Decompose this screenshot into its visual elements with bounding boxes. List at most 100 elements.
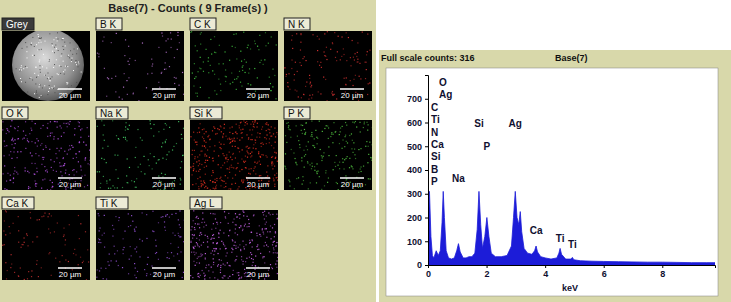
map-dot — [253, 259, 254, 260]
map-dot — [41, 188, 42, 189]
map-dot — [18, 242, 19, 243]
map-dot — [326, 47, 327, 48]
map-dot — [266, 244, 267, 245]
map-dot — [346, 60, 347, 61]
map-dot — [243, 212, 244, 213]
map-dot — [41, 143, 42, 144]
map-dot — [273, 249, 274, 250]
map-dot — [224, 275, 225, 276]
grey-speckle — [21, 81, 22, 82]
map-dot — [172, 232, 173, 233]
map-dot — [264, 218, 265, 219]
map-dot — [221, 260, 222, 261]
map-dot — [67, 123, 68, 124]
map-dot — [50, 232, 51, 233]
map-dot — [196, 238, 197, 239]
map-dot — [246, 189, 247, 190]
map-dot — [228, 190, 229, 191]
map-dot — [216, 248, 217, 249]
map-dot — [205, 257, 206, 258]
map-dot — [74, 249, 75, 250]
grey-speckle — [42, 66, 43, 67]
map-dot — [268, 124, 269, 125]
map-dot — [246, 167, 247, 168]
map-dot — [202, 129, 203, 130]
map-dot — [141, 171, 142, 172]
map-dot — [270, 225, 271, 226]
map-dot — [301, 65, 302, 66]
map-dot — [42, 179, 43, 180]
map-dot — [26, 233, 27, 234]
grey-speckle — [68, 55, 69, 56]
map-dot — [328, 155, 329, 156]
grey-speckle — [23, 68, 24, 69]
map-dot — [252, 246, 253, 247]
map-label: Grey — [6, 19, 28, 30]
map-dot — [223, 181, 224, 182]
map-dot — [84, 175, 85, 176]
map-dot — [44, 212, 45, 213]
map-dot — [235, 245, 236, 246]
map-dot — [18, 275, 19, 276]
map-dot — [130, 225, 131, 226]
map-label-box — [190, 107, 222, 119]
scale-bar-label: 20 µm — [341, 180, 364, 189]
map-dot — [304, 167, 305, 168]
map-dot — [242, 70, 243, 71]
map-dot — [205, 267, 206, 268]
map-dot — [31, 141, 32, 142]
map-dot — [17, 173, 18, 174]
map-dot — [13, 223, 14, 224]
map-dot — [234, 141, 235, 142]
grey-speckle — [32, 55, 33, 56]
map-dot — [183, 128, 184, 129]
grey-speckle — [78, 63, 79, 64]
map-dot — [307, 162, 308, 163]
map-dot — [273, 242, 274, 243]
grey-speckle — [75, 60, 76, 61]
map-dot — [129, 167, 130, 168]
map-dot — [22, 138, 23, 139]
map-dot — [165, 68, 166, 69]
map-dot — [128, 46, 129, 47]
map-dot — [190, 136, 191, 137]
map-label: P K — [288, 108, 304, 119]
map-dot — [248, 219, 249, 220]
map-dot — [241, 133, 242, 134]
map-dot — [158, 175, 159, 176]
map-dot — [296, 33, 297, 34]
map-dot — [232, 140, 233, 141]
map-dot — [73, 158, 74, 159]
map-dot — [225, 136, 226, 137]
map-dot — [192, 150, 193, 151]
map-dot — [260, 175, 261, 176]
map-dot — [18, 230, 19, 231]
map-dot — [316, 163, 317, 164]
map-dot — [70, 149, 71, 150]
map-dot — [337, 51, 338, 52]
map-dot — [11, 120, 12, 121]
map-dot — [233, 270, 234, 271]
map-dot — [371, 160, 372, 161]
map-dot — [220, 90, 221, 91]
map-dot — [194, 227, 195, 228]
map-dot — [363, 127, 364, 128]
map-dot — [290, 137, 291, 138]
map-dot — [198, 127, 199, 128]
map-dot — [363, 165, 364, 166]
map-dot — [353, 79, 354, 80]
map-dot — [126, 122, 127, 123]
map-dot — [270, 83, 271, 84]
map-dot — [206, 166, 207, 167]
map-dot — [107, 146, 108, 147]
map-dot — [152, 66, 153, 67]
map-dot — [218, 79, 219, 80]
map-dot — [119, 217, 120, 218]
map-dot — [7, 130, 8, 131]
grey-speckle — [39, 39, 40, 40]
grey-speckle — [48, 91, 49, 92]
map-tile: P K 20 µm — [284, 107, 373, 191]
scale-bar-label: 20 µm — [59, 91, 82, 100]
map-dot — [99, 239, 100, 240]
map-dot — [41, 164, 42, 165]
